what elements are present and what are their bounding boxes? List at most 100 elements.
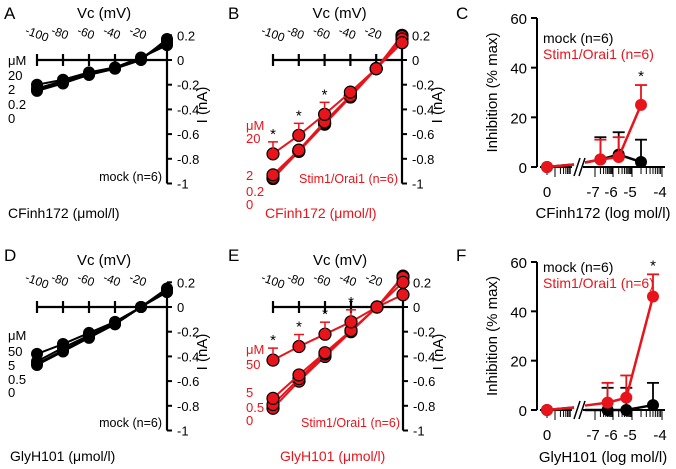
data-point [647,399,659,412]
x-tick-label: -20 [127,23,148,42]
significance-star: * [296,319,302,336]
x-axis-title: Vc (mV) [313,5,367,22]
panel-letter: C [456,4,468,23]
y-tick-label: -0.8 [413,399,435,414]
data-point [83,326,95,339]
x-tick-label: -100 [23,23,51,44]
significance-star: * [270,332,276,349]
panel-letter: E [228,246,239,265]
conc-unit-label: μM [246,342,264,357]
axis-break [578,157,586,177]
conc-label: 20 [246,131,260,146]
significance-star: * [348,294,354,311]
y-tick-label: -0.6 [412,127,434,142]
x-tick-label: -80 [285,23,306,42]
data-point [635,98,647,111]
y-tick-label: 0.2 [177,28,195,43]
conc-label: 0 [246,413,253,428]
x-tick-label: -100 [259,270,287,291]
legend-mock: mock (n=6) [543,259,613,275]
x-tick-label: -6 [604,427,617,444]
x-tick-label: -20 [363,270,384,289]
data-point [135,51,147,64]
data-point [369,62,383,76]
panel-letter: A [4,4,16,23]
x-tick-label: -100 [259,23,287,44]
y-tick-label: -0.4 [177,102,199,117]
significance-star: * [270,126,276,143]
x-tick-label: -60 [311,23,332,42]
panel-letter: D [4,246,16,265]
x-tick-label: -40 [101,23,122,42]
conc-label: 0 [246,197,253,212]
y-tick-label: -1 [413,424,425,439]
x-tick-label: -5 [623,427,636,444]
y-tick-label: -0.4 [412,102,434,117]
y-tick-label: -0.6 [177,374,199,389]
data-point [396,288,410,302]
y-tick-label: 20 [510,354,527,371]
data-point [396,275,410,289]
data-point [109,61,121,74]
data-point [318,346,332,360]
conc-label: 0 [8,111,15,126]
y-tick-label: 0 [177,53,184,68]
x-tick-label: -5 [623,184,636,201]
significance-star: * [322,306,328,323]
y-tick-label: 0.2 [413,275,431,290]
y-axis-title: I (nA) [194,334,211,371]
x-tick-label: -40 [337,270,358,289]
panel-f: F 60 40 20 0 Inhibition (% max) 0 -7 -6 -5 -4 GlyH1… [456,246,667,466]
data-point [594,153,607,166]
x-tick-label: 0 [543,427,551,444]
y-tick-label: -0.8 [177,152,199,167]
panel-c: C 60 40 20 0 Inhibition (% max) 0 -7 -6 -5 -4 CFinh… [456,4,671,222]
y-tick-label: -1 [412,177,424,192]
significance-star: * [650,257,656,274]
conc-unit-label: μM [8,328,26,343]
data-point [31,347,43,360]
data-point [266,391,280,405]
y-axis-title: I (nA) [194,87,211,124]
legend-mock: mock (n=6) [543,30,613,46]
x-tick-label: -6 [604,184,617,201]
x-tick-label: -7 [586,427,599,444]
y-tick-label: 40 [510,61,527,78]
y-tick-label: -0.4 [177,349,199,364]
x-tick-label: -80 [285,270,306,289]
data-point [292,143,306,157]
y-tick-label: -0.2 [177,325,199,340]
x-tick-label: -20 [127,270,148,289]
y-tick-label: -0.4 [413,349,435,364]
compound-label: CFinh172 (μmol/l) [265,205,377,221]
y-tick-label: 60 [510,255,527,272]
y-tick-label: -0.2 [177,78,199,93]
conc-label: 0.5 [8,372,26,387]
x-tick-label: -7 [586,184,599,201]
data-point [370,300,384,314]
series-line-20 [36,44,168,86]
conc-label: 20 [8,68,22,83]
significance-star: * [296,107,302,124]
data-point [647,290,659,303]
y-tick-label: 0 [519,160,527,177]
y-axis-title: I (nA) [429,87,446,124]
data-point [395,36,409,50]
series-line-5 [272,281,404,400]
x-tick-label: -20 [363,23,384,42]
x-axis-title: CFinh172 (log mol/l) [535,205,670,222]
conc-unit-label: μM [8,53,26,68]
conc-label: 2 [8,82,15,97]
conc-label: 5 [8,358,15,373]
panel-letter: B [228,4,239,23]
y-tick-label: -0.2 [412,78,434,93]
axis-break [573,157,581,177]
compound-label: CFinh172 (μmol/l) [8,205,120,221]
x-tick-label: -4 [653,427,666,444]
series-line [585,403,654,412]
data-point [109,315,121,328]
x-tick-label: -4 [653,184,666,201]
